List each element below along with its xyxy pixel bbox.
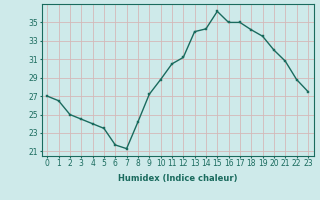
X-axis label: Humidex (Indice chaleur): Humidex (Indice chaleur) bbox=[118, 174, 237, 183]
